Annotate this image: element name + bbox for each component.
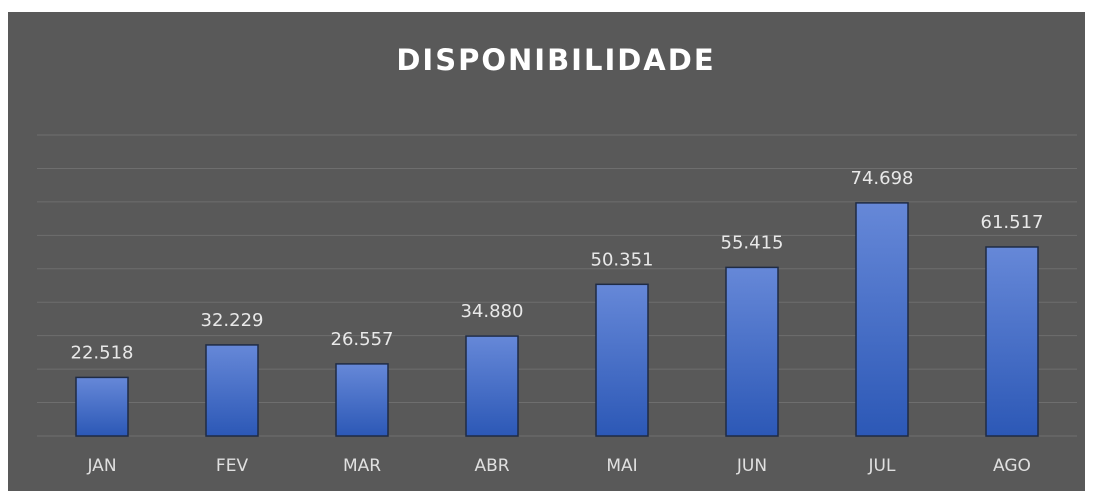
x-tick-label: MAI <box>606 456 637 476</box>
data-label: 32.229 <box>201 310 264 331</box>
bar <box>205 344 259 437</box>
x-tick-label: JAN <box>86 456 116 476</box>
x-tick-label: ABR <box>474 456 509 476</box>
bar <box>75 376 129 437</box>
bar <box>855 202 909 437</box>
data-label: 61.517 <box>981 212 1044 233</box>
x-tick-label: MAR <box>343 456 381 476</box>
data-label: 50.351 <box>591 249 654 270</box>
bar <box>595 283 649 437</box>
data-label: 22.518 <box>71 342 134 363</box>
chart-background <box>8 12 1085 491</box>
data-label: 26.557 <box>331 329 394 350</box>
bar <box>985 246 1039 437</box>
data-label: 55.415 <box>721 232 784 253</box>
bar <box>725 266 779 437</box>
bar <box>465 335 519 437</box>
x-tick-label: AGO <box>993 456 1031 476</box>
bar <box>335 363 389 437</box>
data-label: 34.880 <box>461 301 524 322</box>
x-tick-label: JUL <box>868 456 896 476</box>
x-tick-label: JUN <box>736 456 767 476</box>
chart-title: DISPONIBILIDADE <box>396 43 715 77</box>
data-label: 74.698 <box>851 168 914 189</box>
x-tick-label: FEV <box>216 456 249 476</box>
